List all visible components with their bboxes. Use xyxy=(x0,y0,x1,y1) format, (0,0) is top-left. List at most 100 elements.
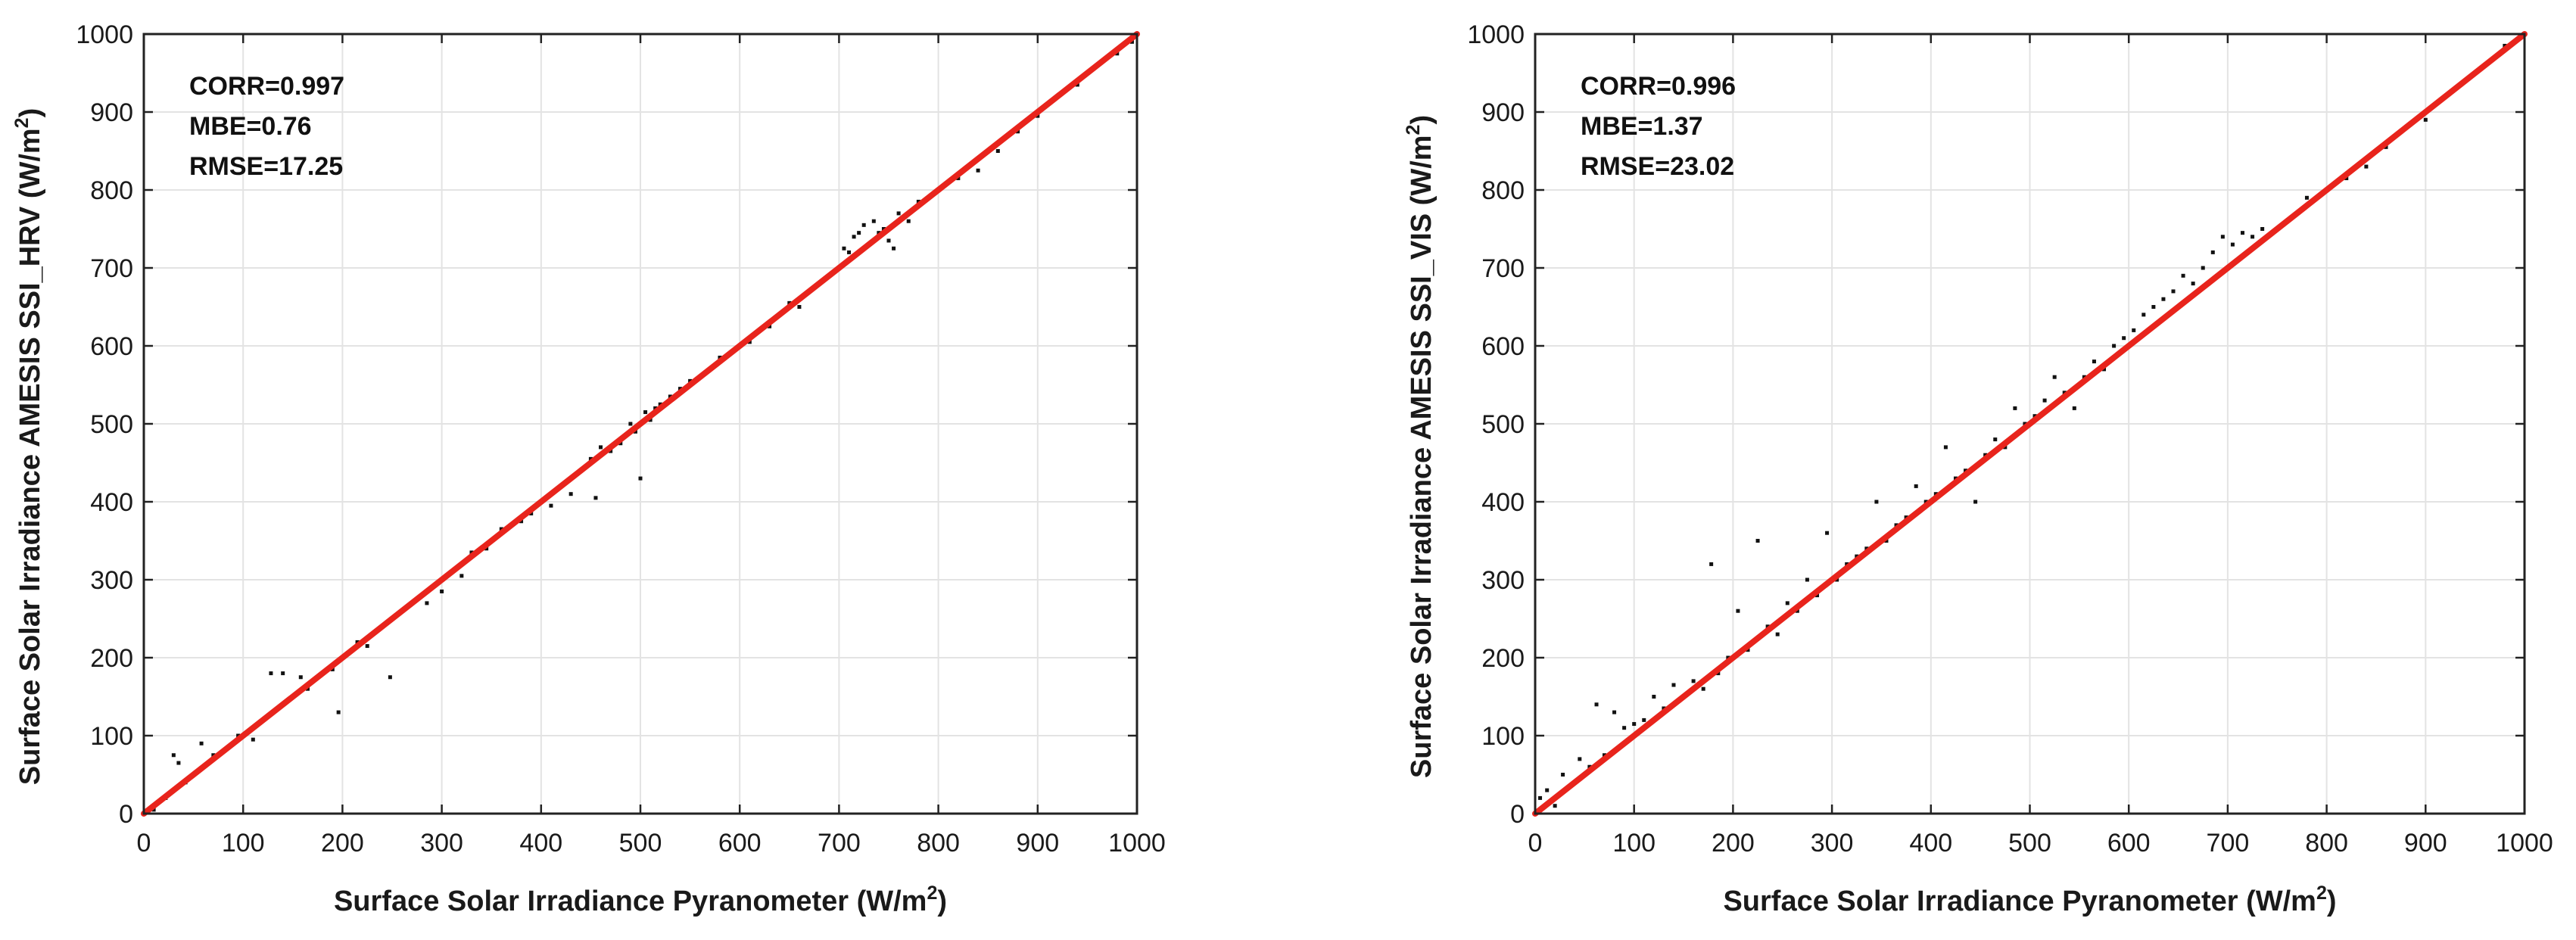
data-point xyxy=(298,675,303,680)
data-point xyxy=(2161,297,2166,301)
data-point xyxy=(599,445,603,450)
data-point xyxy=(896,211,901,216)
data-point xyxy=(171,753,176,758)
data-point xyxy=(658,402,662,406)
data-point xyxy=(499,527,503,531)
data-point xyxy=(1545,788,1550,792)
data-point xyxy=(484,546,489,551)
data-point xyxy=(1884,539,1889,543)
stat-rmse: RMSE=17.25 xyxy=(189,152,343,181)
data-point xyxy=(892,246,896,251)
x-tick-label: 400 xyxy=(519,829,562,858)
y-axis-label: Surface Solar Irradiance AMESIS SSI_HRV … xyxy=(11,108,46,786)
data-point xyxy=(1691,679,1696,683)
data-point xyxy=(648,418,653,422)
data-point xyxy=(1652,695,1656,699)
x-tick-label: 700 xyxy=(2207,829,2250,858)
data-point xyxy=(787,300,792,305)
data-point xyxy=(668,394,672,399)
data-point xyxy=(2062,391,2067,395)
data-point xyxy=(440,589,444,593)
y-tick-label: 500 xyxy=(1481,410,1525,439)
y-tick-label: 1000 xyxy=(76,20,133,49)
data-point xyxy=(2241,231,2245,235)
stat-mbe: MBE=1.37 xyxy=(1581,112,1703,141)
data-point xyxy=(1671,683,1676,687)
data-point xyxy=(1933,492,1938,496)
y-tick-label: 400 xyxy=(90,488,133,517)
data-point xyxy=(1716,671,1721,676)
data-point xyxy=(2141,313,2146,317)
data-point xyxy=(1016,129,1020,134)
data-point xyxy=(469,550,474,555)
data-point xyxy=(1553,804,1557,808)
data-point xyxy=(1775,632,1780,637)
x-tick-label: 400 xyxy=(1909,829,1952,858)
fit-line xyxy=(1532,31,2528,817)
data-point xyxy=(857,231,861,235)
data-point xyxy=(1943,445,1948,450)
data-point xyxy=(1855,554,1859,559)
data-point xyxy=(151,808,156,812)
y-tick-label: 300 xyxy=(1481,566,1525,595)
data-point xyxy=(628,422,633,426)
x-tick-label: 800 xyxy=(917,829,960,858)
data-point xyxy=(1845,562,1849,566)
data-point xyxy=(2191,282,2195,286)
data-point xyxy=(251,737,255,742)
data-point xyxy=(633,429,637,434)
data-point xyxy=(1894,523,1899,528)
data-point xyxy=(1835,577,1839,582)
plot-frame xyxy=(1534,33,2526,815)
data-point xyxy=(2171,289,2176,294)
x-tick-label: 500 xyxy=(619,829,662,858)
data-point xyxy=(797,305,802,309)
data-point xyxy=(1587,764,1592,769)
data-point xyxy=(2210,250,2215,254)
x-tick-label: 900 xyxy=(2404,829,2447,858)
data-point xyxy=(568,492,573,496)
data-point xyxy=(1964,468,1968,473)
data-point xyxy=(529,511,534,515)
x-tick-label: 800 xyxy=(2305,829,2348,858)
data-point xyxy=(1983,453,1988,457)
data-point xyxy=(2151,305,2156,309)
data-point xyxy=(1795,609,1799,613)
data-point xyxy=(1904,515,1908,520)
x-tick-label: 200 xyxy=(321,829,364,858)
data-point xyxy=(2072,406,2076,410)
x-tick-label: 1000 xyxy=(1108,829,1166,858)
data-point xyxy=(1736,609,1740,613)
stat-mbe: MBE=0.76 xyxy=(189,112,312,141)
data-point xyxy=(1642,717,1646,722)
data-point xyxy=(2181,273,2185,278)
data-point xyxy=(1755,539,1760,543)
data-point xyxy=(1726,655,1730,660)
x-axis-label: Surface Solar Irradiance Pyranometer (W/… xyxy=(1723,882,2336,917)
data-point xyxy=(2102,367,2107,372)
data-point xyxy=(1129,39,1134,44)
data-point xyxy=(281,671,285,676)
data-point xyxy=(1746,648,1750,652)
data-point xyxy=(1765,624,1770,629)
x-tick-label: 500 xyxy=(2008,829,2051,858)
x-tick-label: 300 xyxy=(1811,829,1854,858)
data-point xyxy=(355,640,360,644)
data-point xyxy=(2032,414,2037,419)
y-tick-label: 100 xyxy=(90,722,133,751)
data-point xyxy=(236,733,241,738)
data-point xyxy=(1864,546,1869,551)
y-tick-label: 600 xyxy=(90,332,133,361)
data-point xyxy=(995,149,1000,153)
data-point xyxy=(2260,227,2265,231)
data-point xyxy=(1785,601,1789,605)
x-tick-label: 300 xyxy=(420,829,463,858)
data-point xyxy=(2344,176,2349,181)
y-tick-label: 200 xyxy=(1481,644,1525,673)
data-point xyxy=(1115,51,1120,56)
data-point xyxy=(1594,702,1599,707)
data-point xyxy=(2052,375,2057,379)
data-point xyxy=(861,223,866,227)
data-point xyxy=(330,667,335,671)
